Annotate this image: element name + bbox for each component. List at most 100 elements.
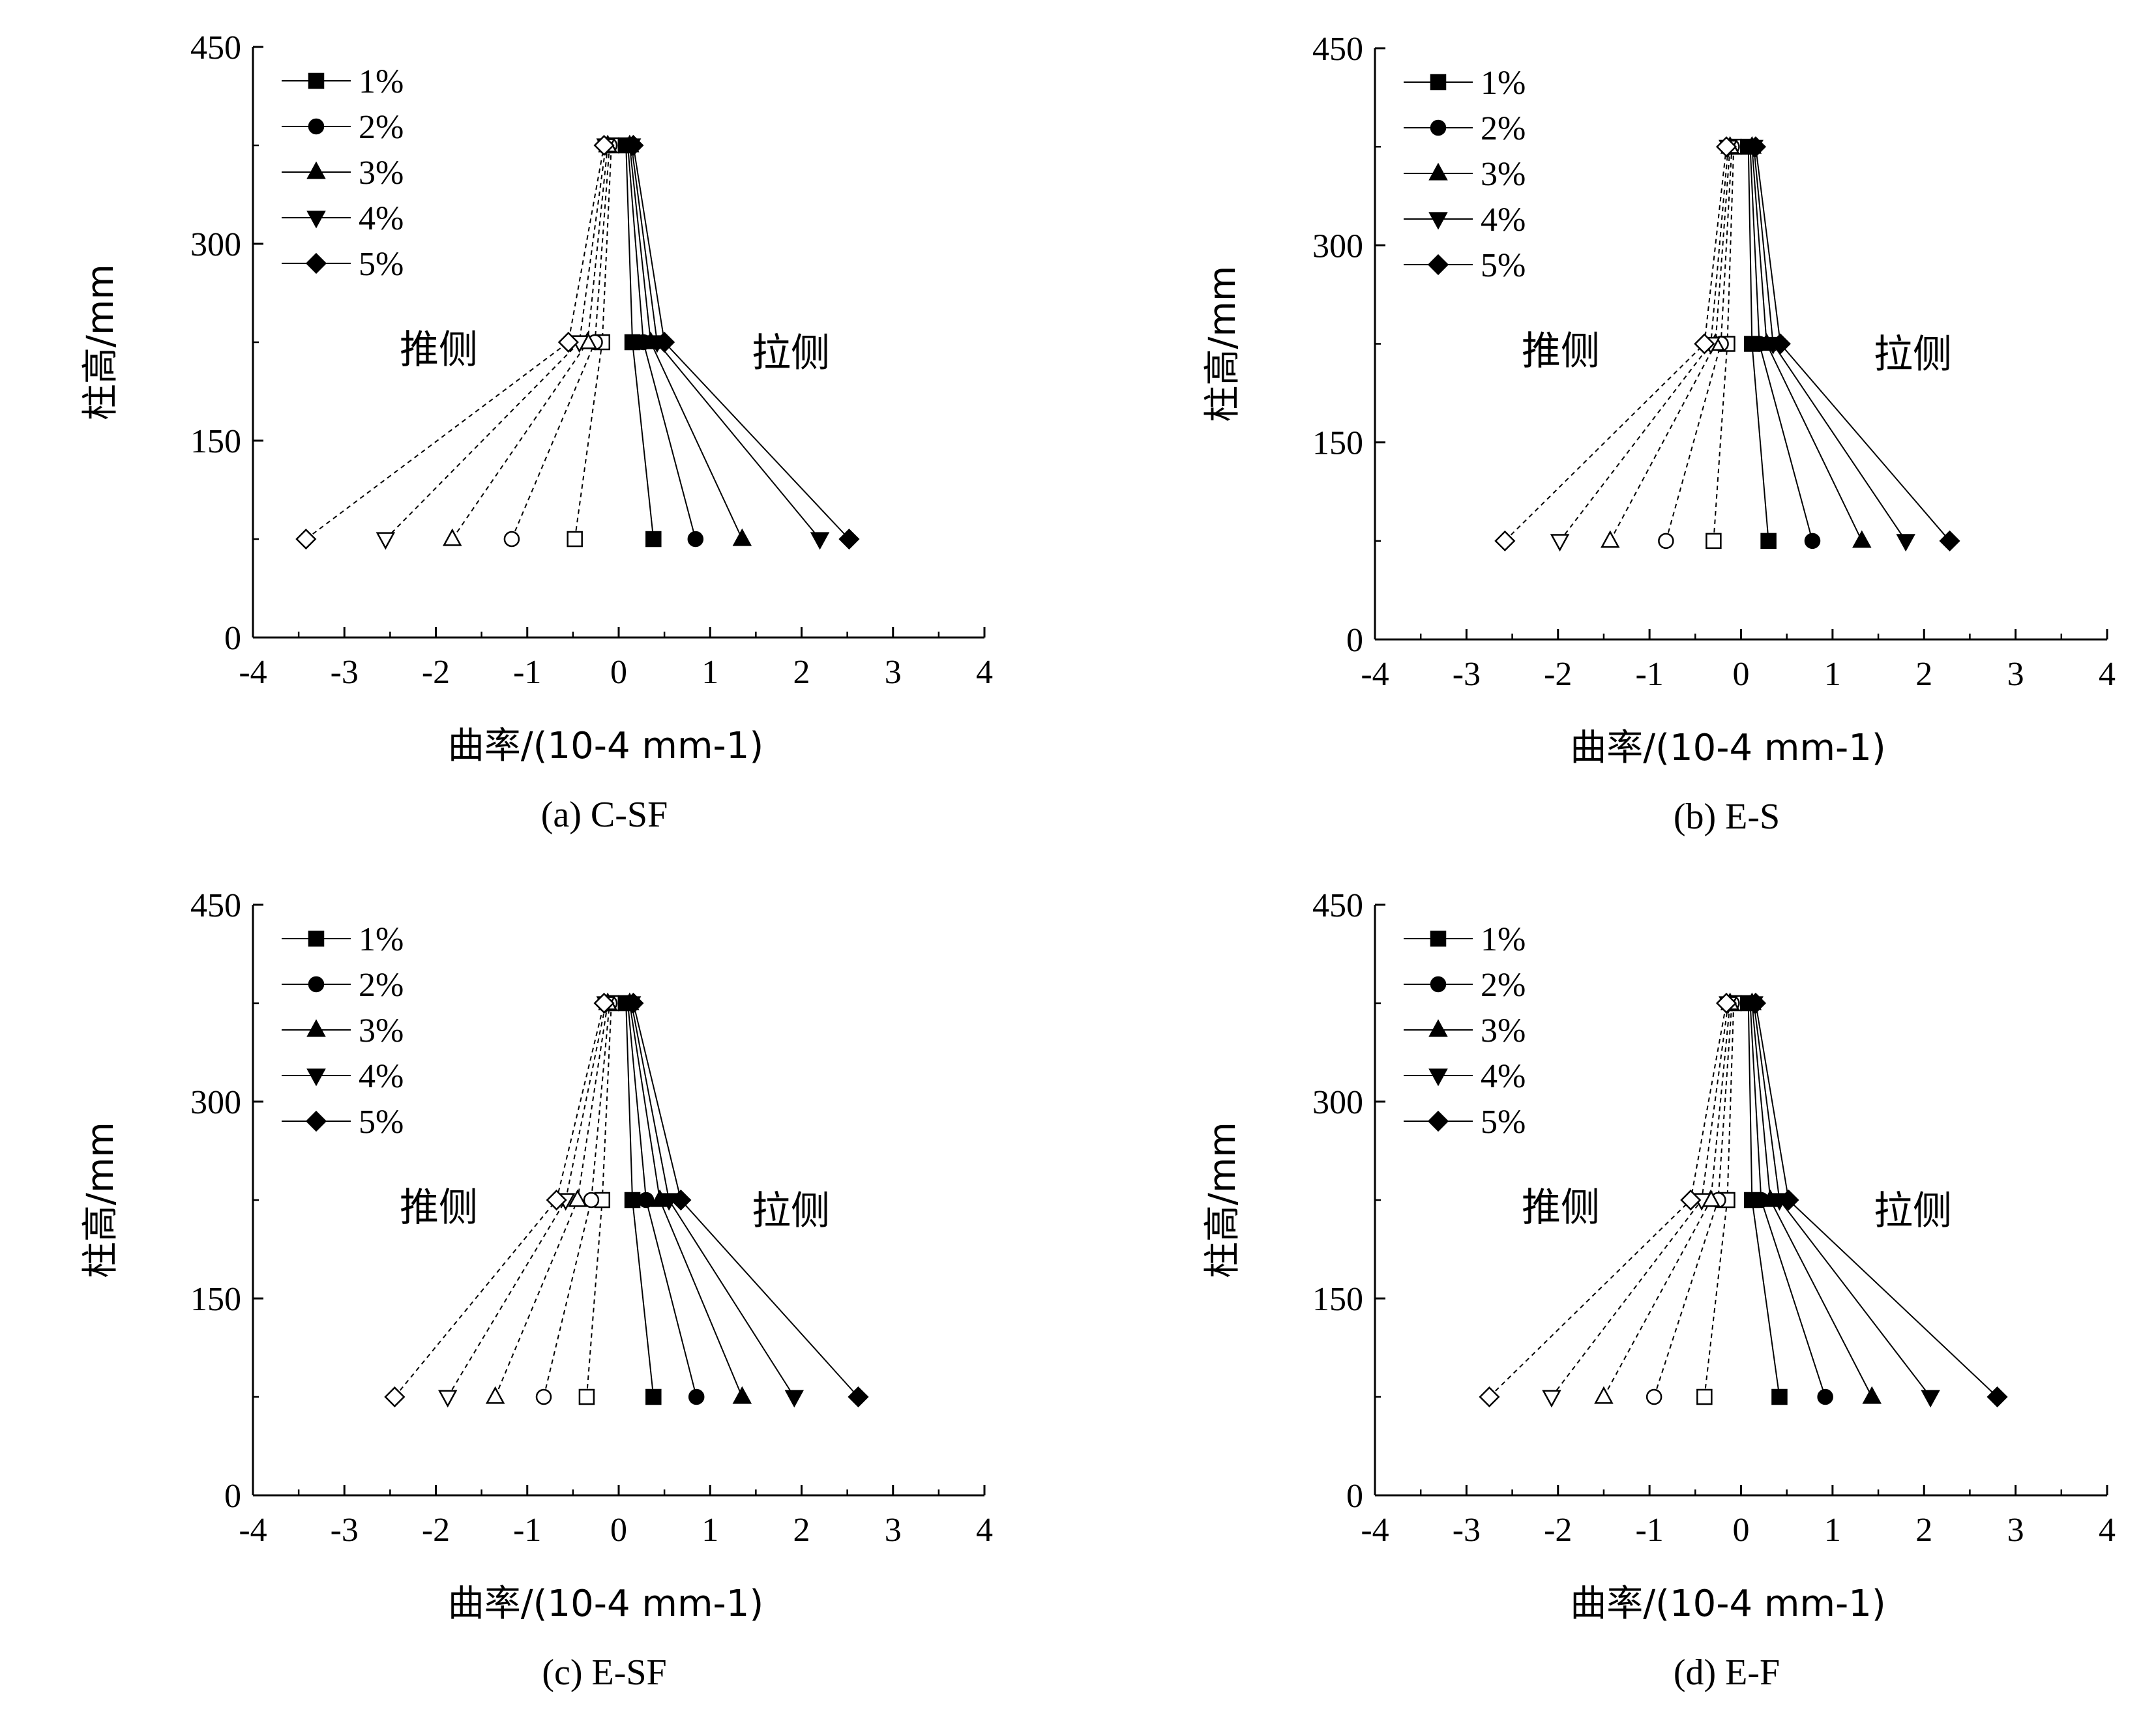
y-tick-label: 300 — [1312, 1084, 1363, 1121]
push-point — [583, 1192, 600, 1209]
push-point — [485, 1386, 505, 1404]
y-axis-title: 柱高/mm — [1202, 1122, 1244, 1278]
y-tick-label: 0 — [224, 1478, 241, 1515]
pull-point — [1745, 136, 1767, 158]
legend-marker — [306, 1019, 326, 1037]
x-tick-label: -2 — [422, 654, 450, 691]
y-axis-title: 柱高/mm — [80, 264, 122, 420]
x-tick-label: 0 — [1733, 656, 1750, 693]
push-side-label: 推侧 — [1522, 1185, 1600, 1231]
legend-label: 4% — [359, 1058, 404, 1095]
legend-label: 2% — [1481, 967, 1526, 1004]
x-axis-title: 曲率/(10-4 mm-1) — [448, 1583, 763, 1625]
push-point — [593, 134, 615, 156]
push-point — [535, 1388, 552, 1405]
series-2 — [1646, 995, 1833, 1405]
pull-point — [654, 331, 675, 353]
series-3 — [1594, 992, 1882, 1404]
y-tick-label: 150 — [190, 423, 241, 460]
push-line — [385, 145, 607, 540]
legend-marker — [305, 1110, 327, 1132]
push-side-label: 推侧 — [1522, 329, 1600, 374]
y-tick-label: 450 — [190, 29, 241, 66]
chart-panel-3: -4 -3 -2 -1 0 1 2 3 4 0 150 300 450 曲率/(10-4 mm-1) 柱高/… — [80, 887, 993, 1693]
push-point — [376, 532, 396, 550]
legend-marker — [1430, 930, 1447, 947]
y-tick-label: 0 — [224, 620, 241, 657]
legend-marker — [1430, 74, 1447, 91]
x-tick-label: 0 — [610, 1512, 627, 1549]
x-tick-label: 0 — [1733, 1512, 1750, 1549]
panel-caption: (c) E-SF — [542, 1652, 666, 1693]
legend-label: 2% — [1481, 110, 1526, 147]
y-tick-label: 450 — [1312, 31, 1363, 68]
pull-point — [732, 528, 752, 546]
push-point — [1542, 1390, 1561, 1408]
pull-point — [624, 1192, 641, 1209]
push-point — [1715, 136, 1737, 158]
x-tick-label: 4 — [976, 654, 993, 691]
push-point — [1646, 1388, 1662, 1405]
pull-side-label: 拉侧 — [752, 330, 830, 376]
legend-marker — [1428, 212, 1448, 230]
legend-label: 5% — [1481, 1104, 1526, 1141]
pull-point — [638, 1192, 655, 1209]
y-tick-label: 300 — [1312, 227, 1363, 265]
legend-label: 3% — [359, 1012, 404, 1049]
x-tick-label: 1 — [701, 654, 718, 691]
series-5 — [1479, 992, 2008, 1408]
y-tick-label: 300 — [190, 226, 241, 263]
legend-marker — [1428, 1068, 1448, 1087]
pull-point — [1817, 1388, 1833, 1405]
x-tick-label: 1 — [1824, 656, 1841, 693]
y-axis-title: 柱高/mm — [80, 1122, 122, 1278]
pull-point — [623, 992, 644, 1014]
push-side-label: 推侧 — [400, 327, 478, 373]
push-line — [543, 1003, 610, 1398]
x-tick-label: -4 — [239, 654, 267, 691]
push-point — [578, 1388, 595, 1405]
push-point — [1494, 530, 1516, 551]
x-tick-label: 4 — [2099, 656, 2116, 693]
pull-point — [1939, 530, 1960, 551]
x-tick-label: 2 — [793, 654, 810, 691]
x-tick-label: 4 — [976, 1512, 993, 1549]
x-tick-label: -1 — [513, 1512, 541, 1549]
pull-side-label: 拉侧 — [1874, 1188, 1952, 1234]
pull-point — [1745, 992, 1767, 1014]
chart-panel-1: -4 -3 -2 -1 0 1 2 3 4 0 150 300 450 曲率/(10-4 mm-1) 柱高/… — [80, 29, 993, 835]
pull-point — [848, 1386, 869, 1408]
legend-label: 5% — [359, 1104, 404, 1141]
legend-marker — [308, 976, 325, 993]
series-5 — [384, 992, 869, 1408]
legend-marker — [1430, 119, 1447, 136]
y-axis-title: 柱高/mm — [1202, 266, 1244, 422]
x-tick-label: 4 — [2099, 1512, 2116, 1549]
x-tick-label: 2 — [1915, 656, 1932, 693]
push-point — [557, 331, 579, 353]
pull-side-label: 拉侧 — [752, 1188, 830, 1234]
push-point — [546, 1189, 567, 1211]
x-tick-label: 3 — [2007, 1512, 2024, 1549]
push-point — [1658, 533, 1674, 550]
x-tick-label: 3 — [2007, 656, 2024, 693]
legend-label: 3% — [359, 154, 404, 192]
x-axis-title: 曲率/(10-4 mm-1) — [1570, 727, 1885, 769]
pull-point — [1760, 533, 1777, 550]
push-line — [305, 145, 605, 540]
series-5 — [295, 134, 860, 550]
pull-point — [1862, 1386, 1882, 1404]
push-point — [1601, 530, 1620, 548]
push-point — [1594, 1386, 1614, 1404]
legend-label: 5% — [359, 246, 404, 283]
legend-label: 3% — [1481, 1012, 1526, 1049]
series-2 — [1658, 138, 1821, 550]
pull-point — [838, 528, 860, 550]
legend-marker — [308, 118, 325, 135]
push-point — [384, 1386, 406, 1408]
legend-marker — [308, 72, 325, 89]
pull-point — [624, 334, 641, 351]
x-tick-label: -4 — [1361, 1512, 1389, 1549]
x-tick-label: 1 — [1824, 1512, 1841, 1549]
legend-label: 4% — [1481, 201, 1526, 239]
